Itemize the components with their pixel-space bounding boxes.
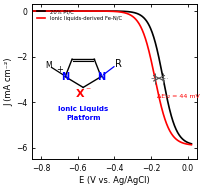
- 20% Pt/C: [185, 141, 188, 144]
- 20% Pt/C: [116, 10, 119, 12]
- 20% Pt/C: [161, 75, 163, 78]
- Ionic liquids-derived Fe-N/C: [125, 12, 128, 15]
- 20% Pt/C: [31, 10, 33, 12]
- Ionic liquids-derived Fe-N/C: [31, 10, 33, 12]
- Ionic liquids-derived Fe-N/C: [116, 11, 119, 13]
- 20% Pt/C: [107, 10, 109, 12]
- Y-axis label: J (mA cm⁻²): J (mA cm⁻²): [4, 57, 13, 106]
- Ionic liquids-derived Fe-N/C: [185, 143, 188, 145]
- Text: ΔE₁₂ = 44 mV: ΔE₁₂ = 44 mV: [156, 94, 198, 99]
- Line: Ionic liquids-derived Fe-N/C: Ionic liquids-derived Fe-N/C: [32, 11, 191, 145]
- Ionic liquids-derived Fe-N/C: [106, 10, 109, 12]
- Line: 20% Pt/C: 20% Pt/C: [32, 11, 191, 144]
- 20% Pt/C: [106, 10, 109, 12]
- Legend: 20% Pt/C, Ionic liquids-derived Fe-N/C: 20% Pt/C, Ionic liquids-derived Fe-N/C: [36, 8, 122, 22]
- Ionic liquids-derived Fe-N/C: [107, 10, 109, 12]
- X-axis label: E (V vs. Ag/AgCl): E (V vs. Ag/AgCl): [79, 176, 149, 185]
- 20% Pt/C: [125, 10, 128, 13]
- 20% Pt/C: [189, 143, 192, 145]
- Ionic liquids-derived Fe-N/C: [161, 111, 163, 113]
- Ionic liquids-derived Fe-N/C: [189, 144, 192, 146]
